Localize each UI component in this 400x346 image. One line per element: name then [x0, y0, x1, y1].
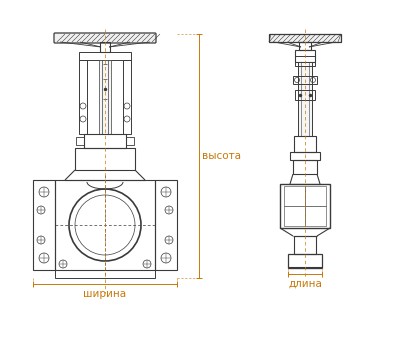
Bar — [155, 180, 177, 270]
Bar — [284, 186, 326, 226]
Bar — [288, 254, 322, 268]
Text: высота: высота — [202, 151, 241, 161]
Bar — [76, 137, 84, 145]
Bar — [75, 148, 135, 170]
Bar — [294, 236, 316, 254]
Bar — [269, 34, 341, 42]
Bar — [33, 180, 55, 270]
Bar — [280, 184, 330, 228]
Text: длина: длина — [288, 279, 322, 289]
Bar — [295, 90, 315, 100]
Bar — [55, 180, 155, 270]
Bar — [298, 62, 312, 136]
Bar — [299, 42, 311, 50]
Bar — [294, 136, 316, 152]
Bar — [100, 42, 110, 52]
Bar — [126, 137, 134, 145]
Bar — [293, 160, 317, 174]
Bar — [55, 270, 155, 278]
Text: ширина: ширина — [84, 289, 126, 299]
Bar — [295, 50, 315, 62]
Bar — [84, 134, 126, 148]
Bar — [79, 60, 87, 134]
FancyBboxPatch shape — [54, 33, 156, 43]
Bar — [79, 52, 131, 60]
Bar — [293, 76, 317, 84]
Bar — [290, 152, 320, 160]
Bar — [99, 60, 111, 134]
Bar — [123, 60, 131, 134]
Bar — [295, 56, 315, 66]
